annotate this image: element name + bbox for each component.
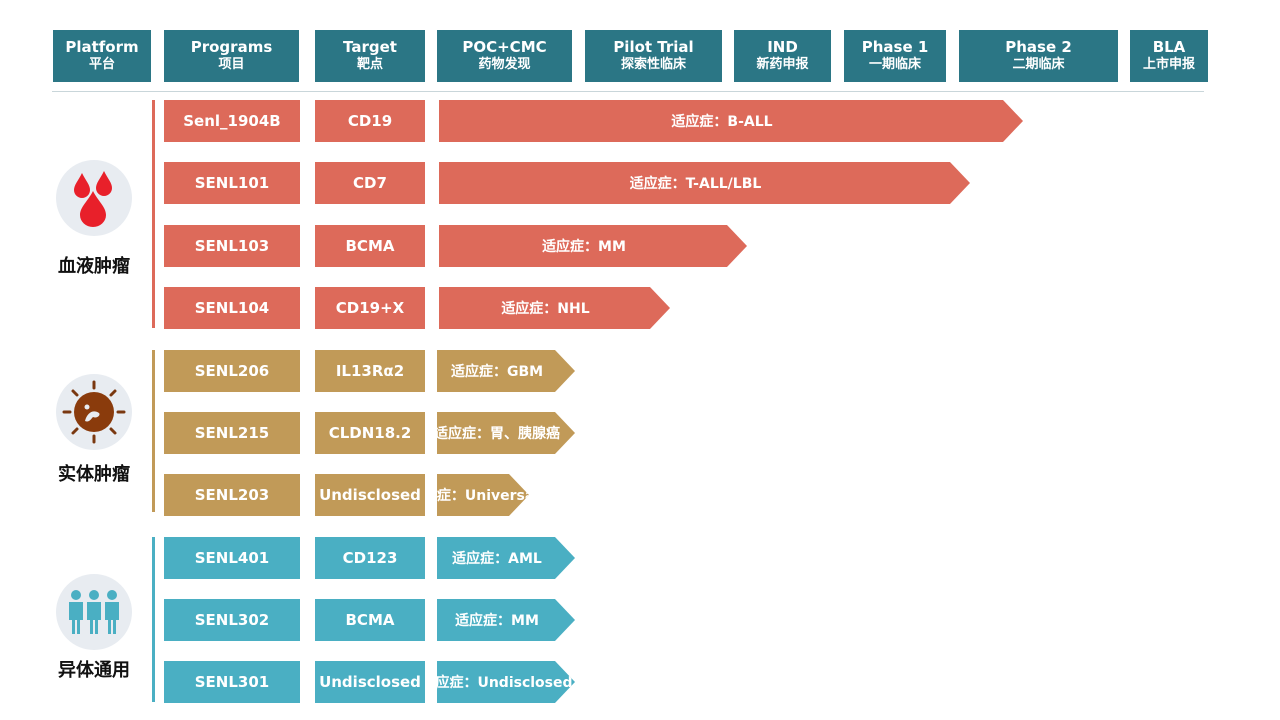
header-phase2: Phase 2 二期临床 [959,30,1118,82]
header-platform-en: Platform [65,38,139,56]
header-phase2-zh: 二期临床 [1012,57,1065,72]
target-cell: BCMA [315,225,425,267]
program-cell: SENL104 [164,287,300,329]
stage-progress-arrow: 适应症：GBM [437,350,575,392]
stage-progress-arrow: 适应症：Undisclosed [437,661,575,703]
stage-progress-arrow: 适应症：Universal [437,474,529,516]
target-cell: CLDN18.2 [315,412,425,454]
program-cell: SENL215 [164,412,300,454]
program-cell: SENL103 [164,225,300,267]
category-label-solid: 实体肿瘤 [58,464,130,485]
target-cell: CD19+X [315,287,425,329]
stage-progress-arrow: 适应症：T-ALL/LBL [439,162,970,204]
stage-progress-arrow: 适应症：NHL [439,287,670,329]
header-target-zh: 靶点 [356,57,383,72]
program-cell: SENL301 [164,661,300,703]
header-poc-cmc-en: POC+CMC [462,38,547,56]
stage-progress-arrow: 适应症：MM [439,225,747,267]
universal-group-bar [152,537,155,702]
header-ind-zh: 新药申报 [756,57,809,72]
category-label-heme: 血液肿瘤 [58,256,130,277]
target-cell: Undisclosed [315,474,425,516]
program-cell: SENL203 [164,474,300,516]
header-ind: IND 新药申报 [734,30,831,82]
header-target: Target 靶点 [315,30,425,82]
header-programs-en: Programs [190,38,273,56]
target-cell: Undisclosed [315,661,425,703]
header-poc-cmc: POC+CMC 药物发现 [437,30,572,82]
target-cell: CD19 [315,100,425,142]
header-pilot-trial-en: Pilot Trial [613,38,694,56]
header-pilot-trial: Pilot Trial 探索性临床 [585,30,722,82]
target-cell: IL13Rα2 [315,350,425,392]
header-platform: Platform 平台 [53,30,151,82]
header-phase1-en: Phase 1 [861,38,929,56]
header-phase1: Phase 1 一期临床 [844,30,946,82]
header-programs: Programs 项目 [164,30,299,82]
stage-progress-arrow: 适应症：胃、胰腺癌 [437,412,575,454]
category-label-universal: 异体通用 [58,660,130,681]
header-bla-en: BLA [1152,38,1186,56]
stage-progress-arrow: 适应症：AML [437,537,575,579]
program-cell: SENL101 [164,162,300,204]
header-bla-zh: 上市申报 [1142,57,1195,72]
target-cell: CD7 [315,162,425,204]
solid-group-bar [152,350,155,512]
header-programs-zh: 项目 [218,57,245,72]
header-poc-cmc-zh: 药物发现 [478,57,531,72]
stage-progress-arrow: 适应症：B-ALL [439,100,1023,142]
target-cell: BCMA [315,599,425,641]
program-cell: Senl_1904B [164,100,300,142]
header-bla: BLA 上市申报 [1130,30,1208,82]
header-platform-zh: 平台 [88,57,115,72]
tumor-cell-icon [56,374,132,450]
header-target-en: Target [343,38,397,56]
header-phase2-en: Phase 2 [1005,38,1072,56]
header-divider [52,91,1204,92]
target-cell: CD123 [315,537,425,579]
people-icon [56,574,132,650]
header-ind-en: IND [767,38,798,56]
stage-progress-arrow: 适应症：MM [437,599,575,641]
program-cell: SENL206 [164,350,300,392]
header-phase1-zh: 一期临床 [868,57,921,72]
heme-group-bar [152,100,155,328]
header-pilot-trial-zh: 探索性临床 [620,57,686,72]
program-cell: SENL302 [164,599,300,641]
program-cell: SENL401 [164,537,300,579]
blood-drops-icon [56,160,132,236]
